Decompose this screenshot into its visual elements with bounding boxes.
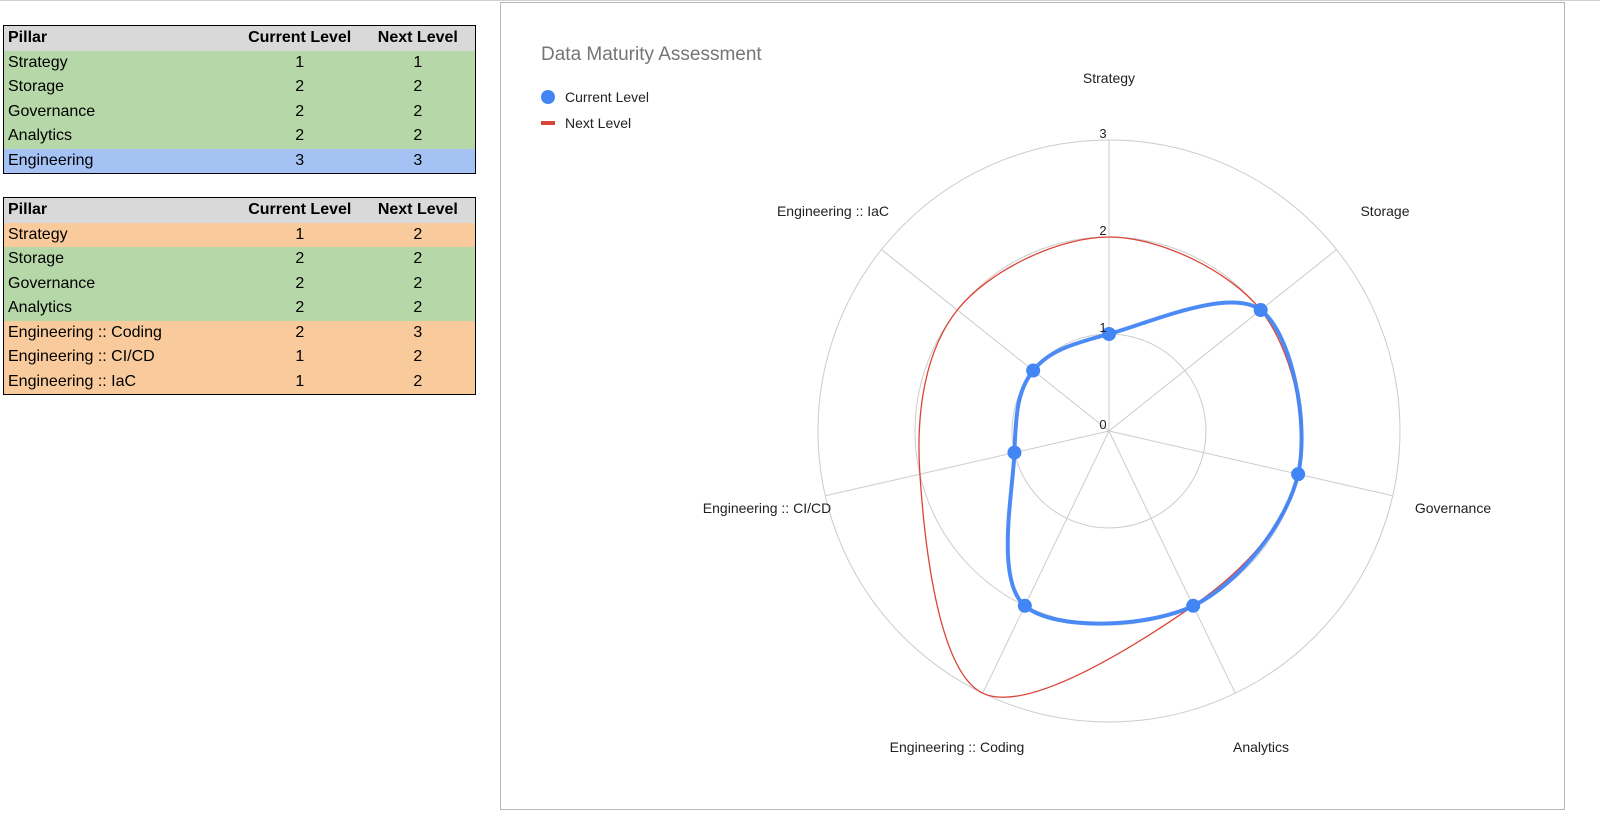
cell-current-level: 2 xyxy=(295,274,305,292)
legend-label-next-level: Next Level xyxy=(565,115,631,131)
cell-next-level: 2 xyxy=(413,225,423,243)
header-current-level: Current Level xyxy=(238,25,361,51)
header-current-level: Current Level xyxy=(238,197,361,223)
data-point-current-level xyxy=(1102,327,1116,341)
grid-spoke xyxy=(1108,430,1236,694)
series-line-next-level xyxy=(918,236,1303,698)
table-row: Engineering 3 3 xyxy=(3,148,476,174)
cell-pillar: Engineering :: IaC xyxy=(8,372,137,390)
header-pillar: Pillar xyxy=(3,25,239,51)
header-pillar: Pillar xyxy=(3,197,239,223)
table-row: Analytics 2 2 xyxy=(3,124,476,149)
cell-current-level: 2 xyxy=(295,299,305,316)
cell-pillar: Governance xyxy=(8,102,96,120)
table-row: Engineering :: IaC 1 2 xyxy=(3,369,476,395)
table-row: Storage 2 2 xyxy=(3,75,476,100)
cell-next-level: 2 xyxy=(413,250,423,267)
series-line-current-level xyxy=(1005,300,1304,626)
radial-tick-label: 0 xyxy=(1099,417,1106,432)
table-row: Strategy 1 1 xyxy=(3,50,476,75)
pillar-table-summary: Pillar Current Level Next Level Strategy… xyxy=(3,25,476,174)
category-label: Analytics xyxy=(1233,739,1289,755)
pillar-table-detailed: Pillar Current Level Next Level Strategy… xyxy=(3,197,476,395)
cell-pillar: Strategy xyxy=(8,53,68,71)
cell-current-level: 3 xyxy=(295,151,305,169)
table-row: Storage 2 2 xyxy=(3,247,476,272)
cell-current-level: 2 xyxy=(295,323,305,341)
cell-current-level: 1 xyxy=(295,53,305,71)
radial-tick-label: 1 xyxy=(1099,320,1106,335)
cell-next-level: 2 xyxy=(413,348,423,365)
cell-next-level: 2 xyxy=(413,274,423,292)
table-header-row: Pillar Current Level Next Level xyxy=(3,25,476,51)
category-label: Governance xyxy=(1415,500,1491,516)
cell-next-level: 2 xyxy=(413,102,423,120)
table-row: Engineering :: Coding 2 3 xyxy=(3,320,476,345)
cell-next-level: 2 xyxy=(413,372,423,390)
cell-next-level: 3 xyxy=(413,323,423,341)
category-label: Strategy xyxy=(1083,70,1135,86)
radar-chart: 0 1 2 3 Strategy Storage Governance Analytics En… xyxy=(541,44,1491,755)
cell-current-level: 2 xyxy=(295,78,305,95)
cell-pillar: Strategy xyxy=(8,225,68,243)
cell-current-level: 2 xyxy=(295,102,305,120)
grid-spoke xyxy=(825,430,1110,497)
cell-next-level: 3 xyxy=(413,151,423,169)
cell-current-level: 1 xyxy=(295,372,305,390)
top-rule xyxy=(0,0,1600,1)
cell-pillar: Engineering :: CI/CD xyxy=(8,348,155,365)
cell-current-level: 1 xyxy=(295,348,305,365)
cell-pillar: Analytics xyxy=(8,127,73,144)
cell-pillar: Governance xyxy=(8,274,96,292)
cell-current-level: 1 xyxy=(295,225,305,243)
cell-next-level: 2 xyxy=(413,78,423,95)
cell-pillar: Engineering xyxy=(8,151,94,169)
cell-current-level: 2 xyxy=(295,127,305,144)
chart-panel[interactable]: 0 1 2 3 Strategy Storage Governance Analytics En… xyxy=(500,2,1565,810)
category-label: Engineering :: IaC xyxy=(777,203,889,219)
radial-tick-label: 3 xyxy=(1099,126,1106,141)
cell-pillar: Storage xyxy=(8,78,65,95)
radial-tick-label: 2 xyxy=(1099,223,1106,238)
cell-next-level: 1 xyxy=(413,53,423,71)
grid-spoke xyxy=(982,430,1110,694)
cell-pillar: Storage xyxy=(8,250,65,267)
data-point-current-level xyxy=(1253,303,1268,318)
category-label: Storage xyxy=(1360,203,1409,219)
grid-spoke xyxy=(1108,249,1337,432)
data-point-current-level xyxy=(1017,598,1032,613)
header-next-level: Next Level xyxy=(360,197,476,223)
cell-next-level: 2 xyxy=(413,127,423,144)
category-label: Engineering :: Coding xyxy=(890,739,1025,755)
cell-current-level: 2 xyxy=(295,250,305,267)
chart-title: Data Maturity Assessment xyxy=(541,44,762,65)
table-row: Strategy 1 2 xyxy=(3,222,476,247)
table-row: Governance 2 2 xyxy=(3,271,476,296)
legend-marker-next-level xyxy=(541,121,555,125)
cell-pillar: Analytics xyxy=(8,299,73,316)
legend-marker-current-level xyxy=(541,90,555,104)
cell-next-level: 2 xyxy=(413,299,423,316)
legend-label-current-level: Current Level xyxy=(565,89,649,105)
table-row: Analytics 2 2 xyxy=(3,296,476,321)
data-point-current-level xyxy=(1186,598,1201,613)
table-row: Governance 2 2 xyxy=(3,99,476,124)
grid-spoke xyxy=(1108,430,1393,497)
data-point-current-level xyxy=(1007,445,1022,460)
data-point-current-level xyxy=(1026,363,1041,378)
data-point-current-level xyxy=(1291,467,1306,482)
category-label: Engineering :: CI/CD xyxy=(703,500,831,516)
grid-spoke xyxy=(881,249,1110,432)
cell-pillar: Engineering :: Coding xyxy=(8,323,162,341)
table-row: Engineering :: CI/CD 1 2 xyxy=(3,345,476,370)
header-next-level: Next Level xyxy=(360,25,476,51)
table-header-row: Pillar Current Level Next Level xyxy=(3,197,476,223)
